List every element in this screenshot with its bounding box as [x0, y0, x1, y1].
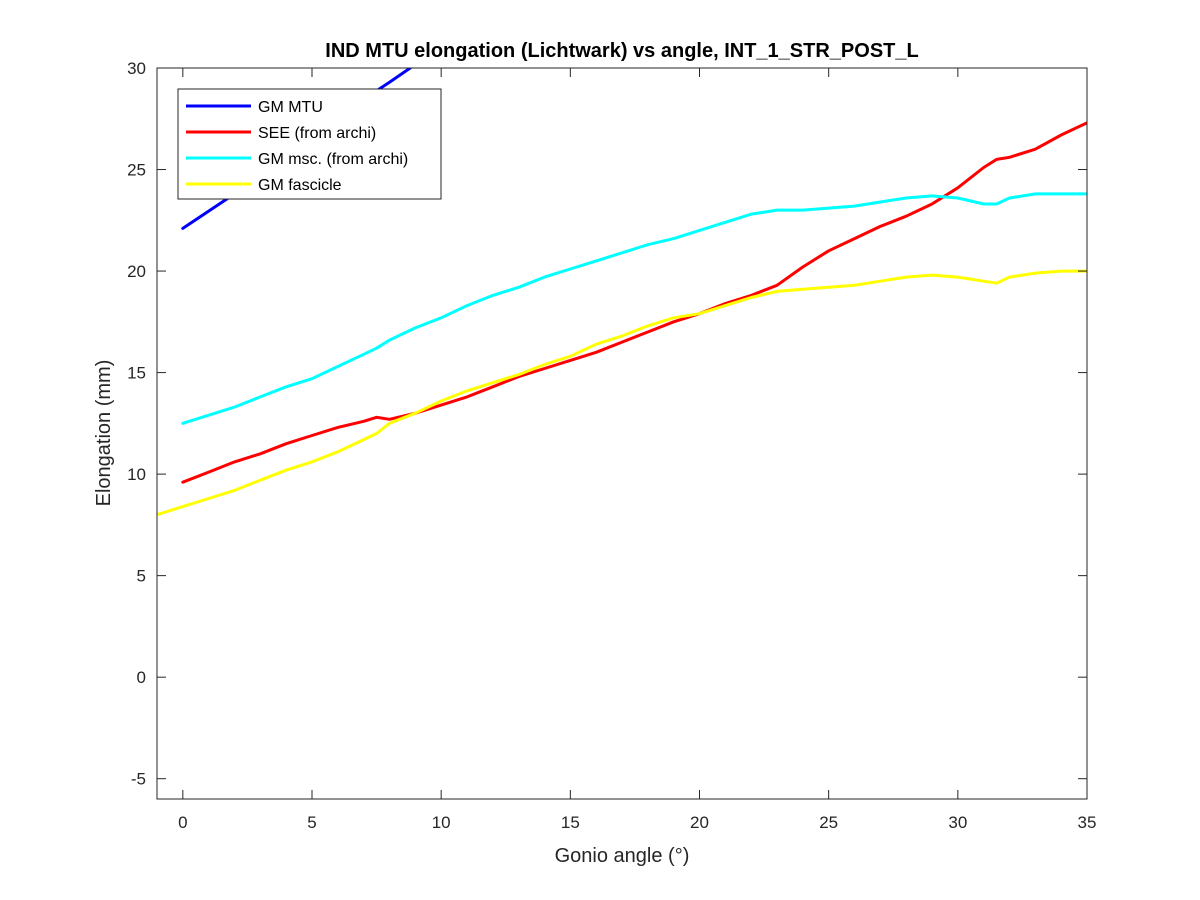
x-tick-label: 20	[690, 813, 709, 832]
y-tick-label: 10	[127, 465, 146, 484]
series-line-3	[157, 269, 1087, 517]
series-line-2	[181, 192, 1087, 425]
x-axis-label: Gonio angle (°)	[555, 845, 690, 867]
plot-frame	[156, 67, 1088, 800]
axes-layer: 0 5 10 15 20 25 30 35 -5 0 5 10 15 20 25 30	[127, 59, 1096, 832]
x-tick-label: 0	[178, 813, 187, 832]
y-tick-label: -5	[131, 770, 146, 789]
x-tick-label: 25	[819, 813, 838, 832]
x-tick-label: 5	[307, 813, 316, 832]
x-tick-label: 35	[1078, 813, 1097, 832]
chart-title: IND MTU elongation (Lichtwark) vs angle,…	[325, 40, 918, 62]
x-tick-label: 30	[948, 813, 967, 832]
y-tick-label: 5	[137, 567, 146, 586]
y-tick-label: 20	[127, 262, 146, 281]
x-tick-label: 10	[432, 813, 451, 832]
y-tick-label: 25	[127, 161, 146, 180]
legend-label-2: GM msc. (from archi)	[258, 151, 408, 168]
y-tick-label: 0	[137, 668, 146, 687]
y-axis-label: Elongation (mm)	[93, 360, 115, 507]
legend-label-0: GM MTU	[258, 99, 323, 116]
series-line-1	[181, 121, 1087, 484]
legend-label-1: SEE (from archi)	[258, 125, 376, 142]
x-tick-label: 15	[561, 813, 580, 832]
y-tick-label: 30	[127, 59, 146, 78]
legend-label-3: GM fascicle	[258, 177, 342, 194]
y-tick-label: 15	[127, 364, 146, 383]
legend: GM MTU SEE (from archi) GM msc. (from arch…	[177, 88, 442, 200]
